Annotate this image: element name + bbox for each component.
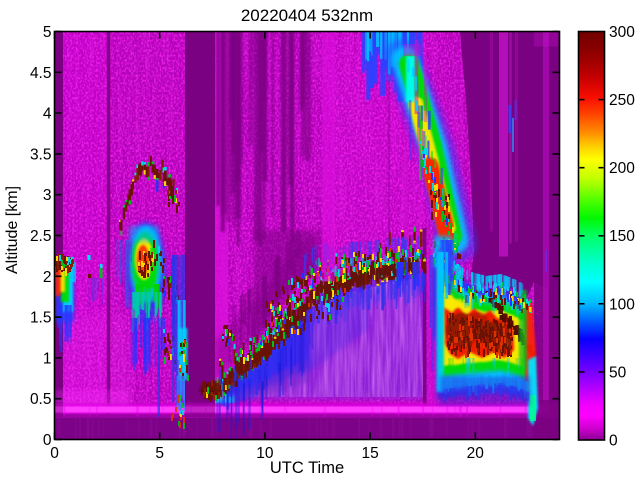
svg-text:20: 20 [467, 445, 485, 462]
svg-text:50: 50 [609, 364, 627, 381]
svg-text:0: 0 [609, 433, 618, 450]
svg-text:3: 3 [43, 187, 52, 204]
svg-text:20220404 532nm: 20220404 532nm [241, 6, 373, 25]
svg-text:200: 200 [609, 160, 635, 177]
svg-text:2.5: 2.5 [30, 228, 52, 245]
svg-text:4.5: 4.5 [30, 65, 52, 82]
svg-text:0.5: 0.5 [30, 391, 52, 408]
svg-text:0: 0 [50, 445, 59, 462]
svg-text:300: 300 [609, 24, 635, 41]
svg-text:10: 10 [256, 445, 274, 462]
svg-text:0: 0 [43, 432, 52, 449]
svg-text:5: 5 [43, 24, 52, 41]
svg-text:15: 15 [361, 445, 378, 462]
svg-text:2: 2 [43, 269, 52, 286]
svg-text:1.5: 1.5 [30, 310, 52, 327]
svg-text:250: 250 [609, 92, 635, 109]
svg-text:3.5: 3.5 [30, 146, 52, 163]
svg-text:5: 5 [155, 445, 164, 462]
svg-text:150: 150 [609, 228, 635, 245]
svg-text:Altitude [km]: Altitude [km] [4, 186, 21, 274]
svg-text:100: 100 [609, 296, 635, 313]
svg-text:1: 1 [43, 350, 52, 367]
svg-text:4: 4 [43, 106, 52, 123]
svg-text:UTC Time: UTC Time [270, 459, 344, 477]
